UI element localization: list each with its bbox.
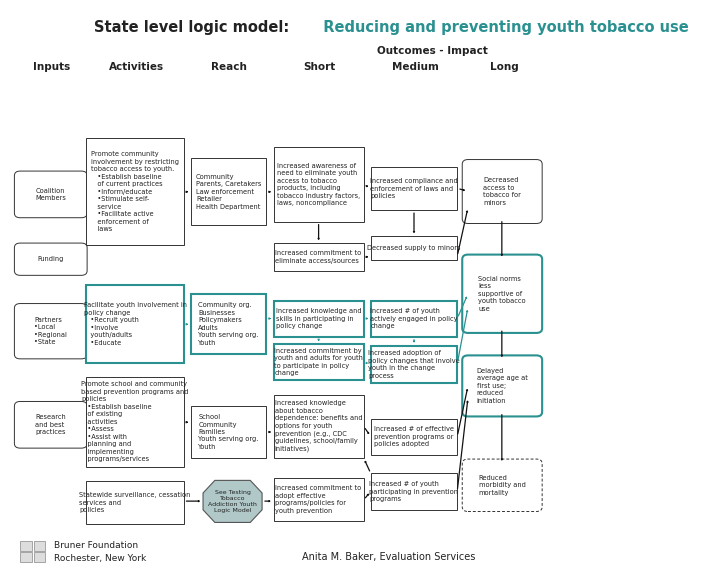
Text: Community
Parents, Caretakers
Law enforcement
Retailer
Health Department: Community Parents, Caretakers Law enforc… <box>196 173 261 210</box>
Bar <box>371 167 457 210</box>
Text: Bruner Foundation
Rochester, New York: Bruner Foundation Rochester, New York <box>54 541 146 563</box>
Text: Increased awareness of
need to eliminate youth
access to tobacco
products, inclu: Increased awareness of need to eliminate… <box>277 162 360 206</box>
Text: State level logic model:: State level logic model: <box>94 20 289 35</box>
Bar <box>371 346 457 383</box>
Bar <box>274 344 364 380</box>
Text: Increased adoption of
policy changes that involve
youth in the change
process: Increased adoption of policy changes tha… <box>368 350 460 378</box>
Text: Medium: Medium <box>392 62 439 71</box>
Bar <box>20 541 32 551</box>
Text: Funding: Funding <box>37 256 64 262</box>
Text: Anita M. Baker, Evaluation Services: Anita M. Baker, Evaluation Services <box>302 552 476 562</box>
Bar <box>20 552 32 562</box>
Bar <box>191 406 266 458</box>
Text: Delayed
average age at
first use;
reduced
initiation: Delayed average age at first use; reduce… <box>477 368 528 404</box>
Bar <box>371 473 457 510</box>
Text: Facilitate youth involvement in
policy change
   •Recruit youth
   •Involve
   y: Facilitate youth involvement in policy c… <box>84 302 186 346</box>
Text: Statewide surveillance, cessation
services and
policies: Statewide surveillance, cessation servic… <box>79 492 191 513</box>
Text: Community org.
Businesses
Policymakers
Adults
Youth serving org.
Youth: Community org. Businesses Policymakers A… <box>199 302 258 346</box>
FancyBboxPatch shape <box>14 243 87 275</box>
Bar <box>274 301 364 337</box>
Text: Research
and best
practices: Research and best practices <box>35 414 66 435</box>
Bar <box>371 236 457 260</box>
FancyBboxPatch shape <box>14 304 87 359</box>
Text: Reduced
morbidity and
mortality: Reduced morbidity and mortality <box>479 475 526 496</box>
Bar <box>34 552 45 562</box>
Bar <box>274 147 364 222</box>
Text: Promote school and community
based prevention programs and
policies
   •Establis: Promote school and community based preve… <box>81 381 189 463</box>
FancyBboxPatch shape <box>462 459 542 511</box>
Bar <box>274 243 364 271</box>
Text: Increased commitment by
youth and adults for youth
to participate in policy
chan: Increased commitment by youth and adults… <box>274 348 363 376</box>
Text: Increased # of effective
prevention programs or
policies adopted: Increased # of effective prevention prog… <box>374 426 454 448</box>
Text: Partners
•Local
•Regional
•State: Partners •Local •Regional •State <box>35 317 67 346</box>
Text: Increased commitment to
eliminate access/sources: Increased commitment to eliminate access… <box>276 250 361 264</box>
Text: Promote community
involvement by restricting
tobacco access to youth.
   •Establ: Promote community involvement by restric… <box>91 151 179 232</box>
Text: Decreased
access to
tobacco for
minors: Decreased access to tobacco for minors <box>483 177 521 206</box>
FancyBboxPatch shape <box>462 255 542 333</box>
Bar <box>86 481 184 524</box>
Text: Long: Long <box>490 62 518 71</box>
Bar <box>86 285 184 363</box>
Text: Increased compliance and
enforcement of laws and
policies: Increased compliance and enforcement of … <box>370 178 458 199</box>
Bar <box>86 377 184 467</box>
Text: Coalition
Members: Coalition Members <box>35 188 66 201</box>
Text: Increased # of youth
actively engaged in policy
change: Increased # of youth actively engaged in… <box>370 308 458 329</box>
FancyBboxPatch shape <box>14 171 87 218</box>
Text: Increased # of youth
participating in prevention
programs: Increased # of youth participating in pr… <box>369 481 459 502</box>
Bar <box>371 301 457 337</box>
Bar <box>191 158 266 225</box>
Polygon shape <box>203 480 262 522</box>
Text: See Testing
Tobacco
Addiction Youth
Logic Model: See Testing Tobacco Addiction Youth Logi… <box>208 490 257 513</box>
Text: Reach: Reach <box>211 62 247 71</box>
Bar <box>86 138 184 245</box>
Text: Increased knowledge and
skills in participating in
policy change: Increased knowledge and skills in partic… <box>276 308 361 329</box>
Bar <box>274 478 364 521</box>
Bar <box>34 541 45 551</box>
FancyBboxPatch shape <box>462 355 542 416</box>
Text: Increased knowledge
about tobacco
dependence: benefits and
options for youth
pre: Increased knowledge about tobacco depend… <box>275 400 362 452</box>
Text: Short: Short <box>304 62 336 71</box>
FancyBboxPatch shape <box>14 401 87 448</box>
Bar <box>274 395 364 458</box>
Text: Outcomes - Impact: Outcomes - Impact <box>377 46 487 56</box>
Text: Inputs: Inputs <box>33 62 71 71</box>
Text: School
Community
Families
Youth serving org.
Youth: School Community Families Youth serving … <box>199 414 258 450</box>
Text: Activities: Activities <box>109 62 163 71</box>
FancyBboxPatch shape <box>462 160 542 223</box>
Text: Social norms
less
supportive of
youth tobacco
use: Social norms less supportive of youth to… <box>478 276 526 312</box>
Bar <box>371 419 457 455</box>
Text: Reducing and preventing youth tobacco use: Reducing and preventing youth tobacco us… <box>313 20 689 35</box>
Text: Decreased supply to minors: Decreased supply to minors <box>367 245 461 251</box>
Text: Increased commitment to
adopt effective
programs/policies for
youth prevention: Increased commitment to adopt effective … <box>276 486 361 514</box>
Bar <box>191 294 266 354</box>
